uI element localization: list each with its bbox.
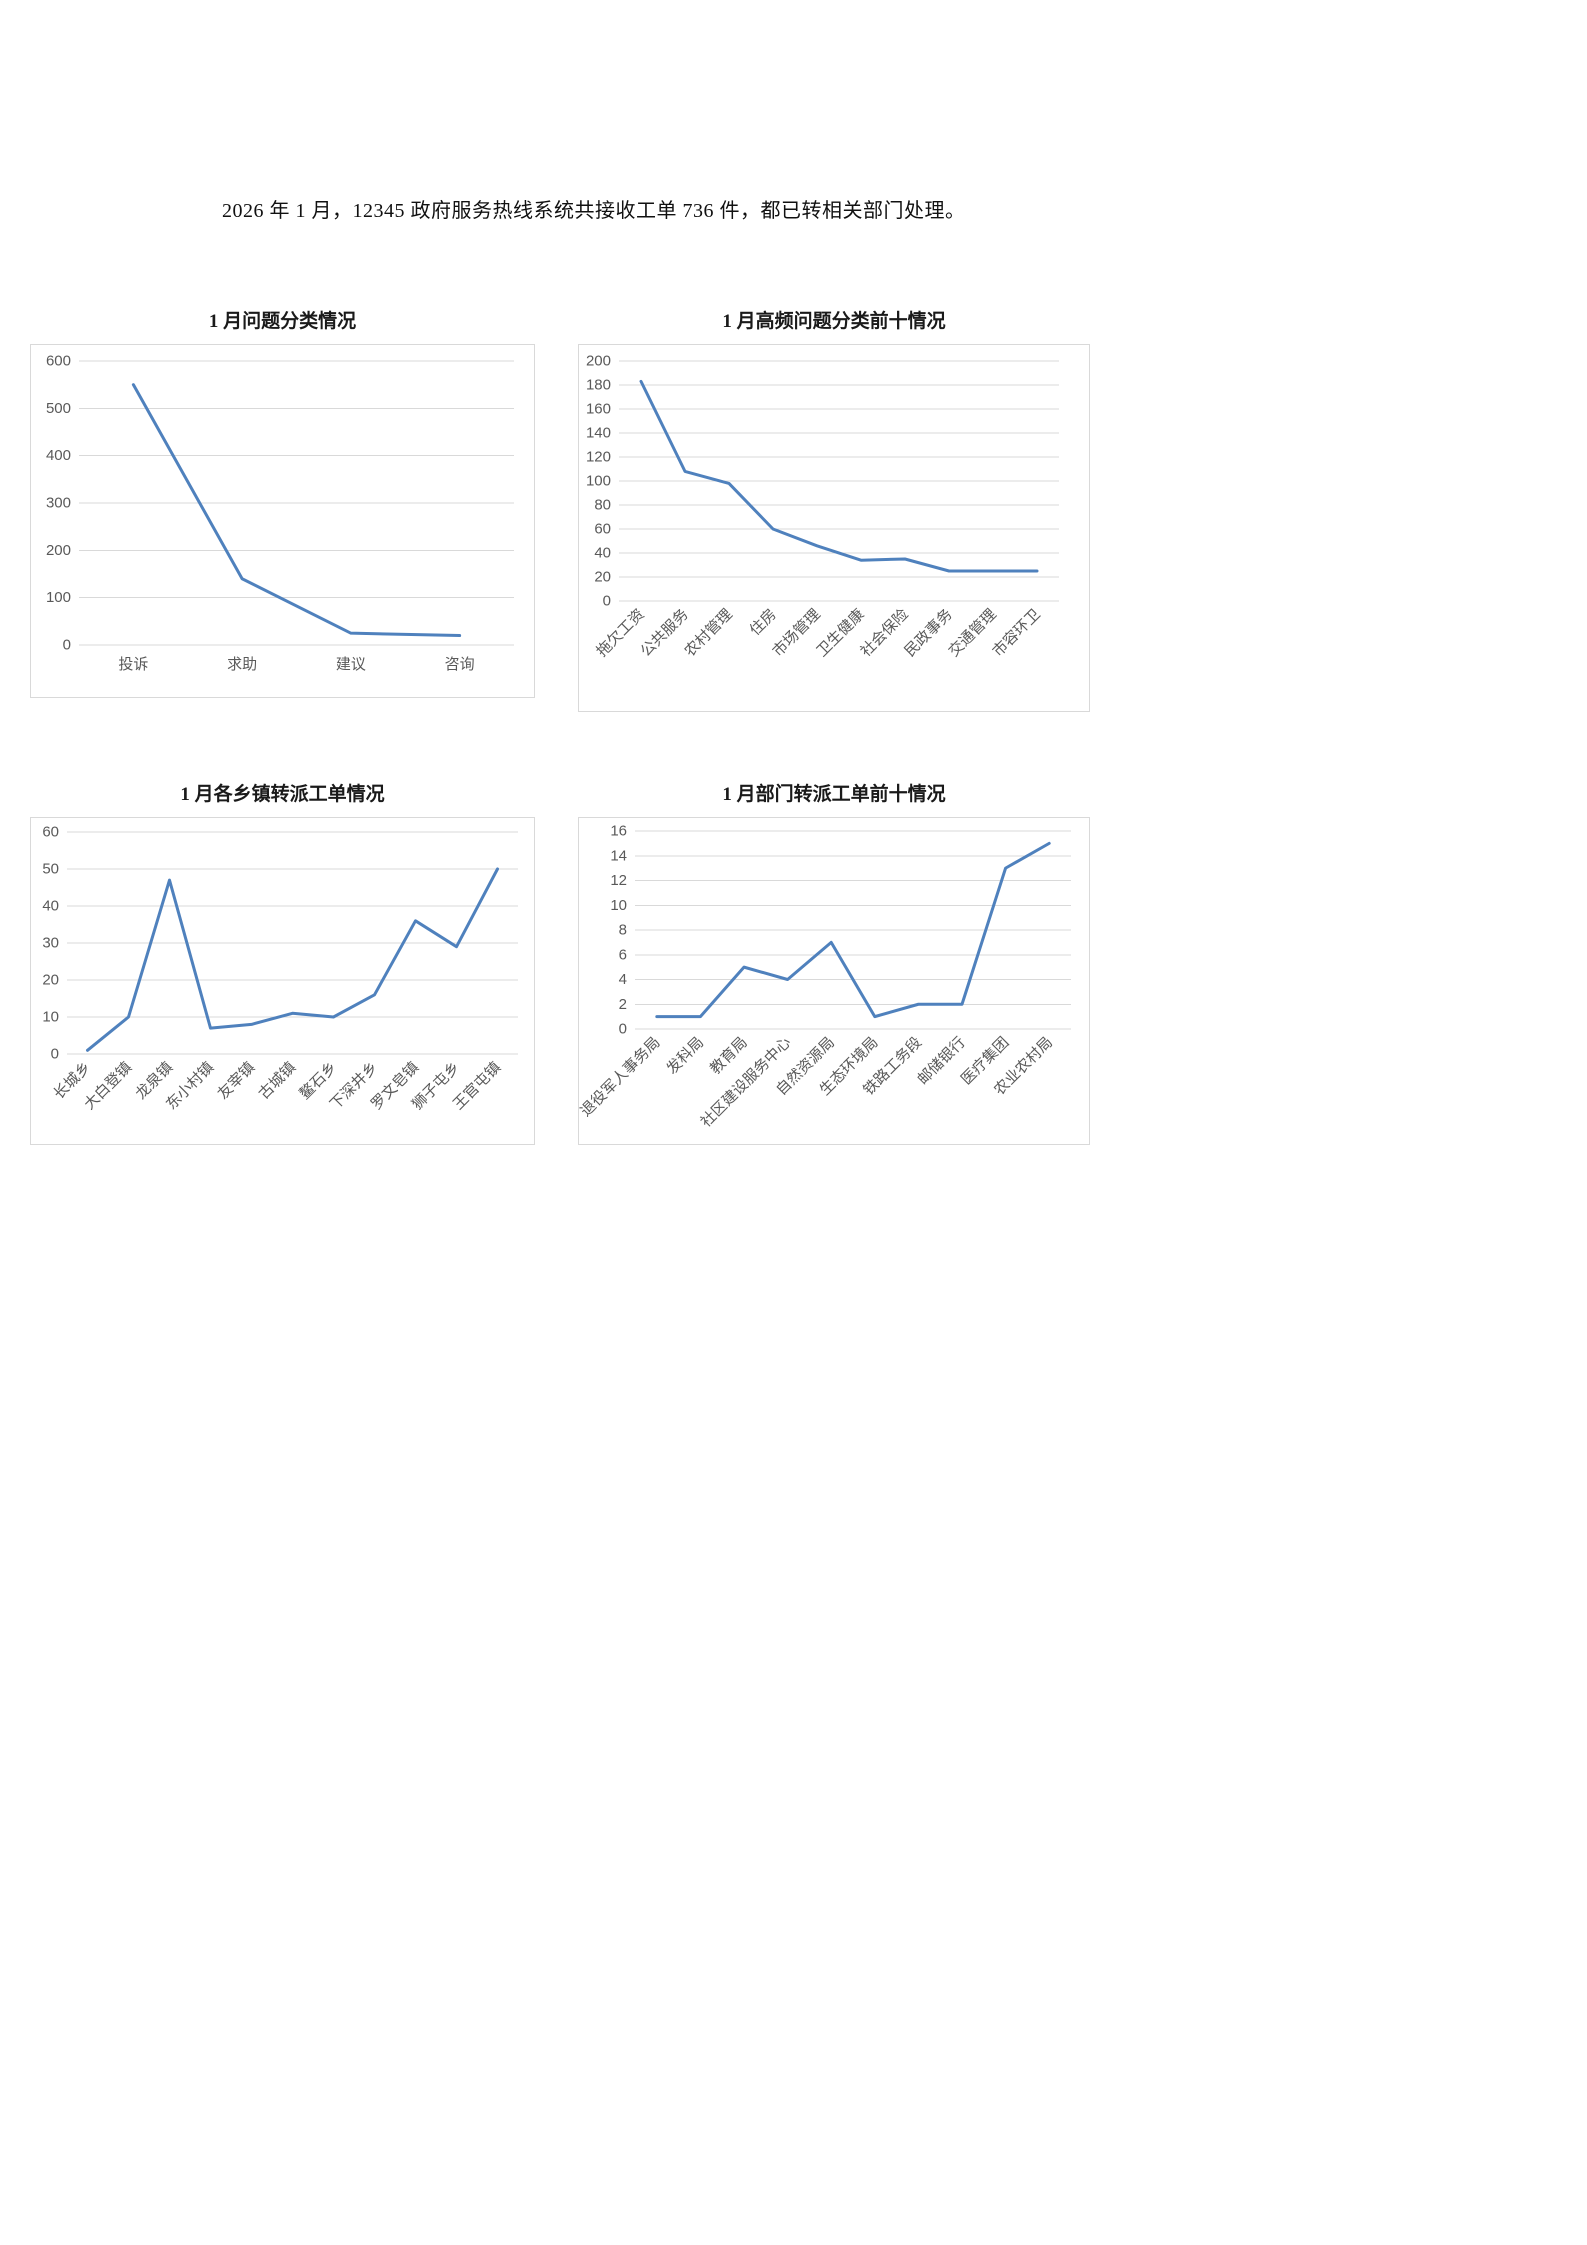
x-axis-category-label: 古城镇	[255, 1059, 299, 1103]
x-axis-category-label: 求助	[227, 656, 257, 673]
y-axis-tick-label: 0	[603, 593, 611, 610]
x-axis-category-label: 市容环卫	[989, 606, 1043, 660]
chart-township-orders: 1 月各乡镇转派工单情况 0 10 20 30 40 50 60 长城乡 大白登镇 龙泉镇 东小村镇…	[30, 783, 535, 1145]
y-axis-tick-label: 60	[594, 521, 611, 538]
chart-title: 1 月部门转派工单前十情况	[722, 784, 946, 805]
y-axis-tick-label: 50	[42, 861, 59, 878]
x-axis-category-label: 建议	[336, 656, 366, 673]
y-axis-tick-label: 160	[586, 401, 611, 418]
y-axis-tick-label: 6	[619, 946, 627, 963]
y-axis-tick-label: 40	[594, 545, 611, 562]
x-axis-category-label: 拖欠工资	[593, 606, 647, 660]
y-axis-tick-label: 100	[586, 473, 611, 490]
line-chart-canvas: 0102030405060长城乡大白登镇龙泉镇东小村镇友宰镇古城镇鳌石乡下深井乡…	[42, 824, 518, 1113]
chart-title: 1 月问题分类情况	[208, 311, 357, 332]
x-axis-category-label: 投诉	[118, 656, 148, 673]
y-axis-tick-label: 300	[46, 495, 71, 512]
x-axis-category-label: 市场管理	[769, 606, 823, 660]
y-axis-tick-label: 4	[619, 971, 627, 988]
y-axis-tick-label: 8	[619, 922, 627, 939]
x-axis-category-label: 公共服务	[637, 606, 691, 660]
y-axis-tick-label: 80	[594, 497, 611, 514]
chart-problem-categories: 1 月问题分类情况 0 100 200 300 400 500 600 投诉 求助 建议 咨询	[30, 310, 535, 698]
chart-frame: 0 10 20 30 40 50 60 长城乡 大白登镇 龙泉镇 东小村镇 友宰镇 古城镇 鳌石乡 下深井乡…	[30, 817, 535, 1145]
series-line	[655, 841, 1051, 1019]
x-axis-category-label: 交通管理	[945, 605, 1000, 660]
series-line	[86, 867, 499, 1052]
y-axis-tick-label: 120	[586, 449, 611, 466]
y-axis-tick-label: 0	[619, 1021, 627, 1038]
y-axis-tick-label: 16	[610, 823, 627, 840]
y-axis-tick-label: 2	[619, 996, 627, 1013]
y-axis-tick-label: 12	[610, 872, 627, 889]
y-axis-tick-label: 10	[42, 1009, 59, 1026]
x-axis-category-label: 农村管理	[681, 606, 735, 660]
y-axis-tick-label: 20	[594, 569, 611, 586]
chart-frame: 0 20 40 60 80 100 120 140 160 180 200 拖欠工资 公共服务 农村管理住…	[578, 344, 1090, 712]
y-axis-tick-label: 14	[610, 847, 627, 864]
chart-title: 1 月各乡镇转派工单情况	[180, 784, 385, 805]
x-axis-category-label: 住房	[747, 606, 780, 639]
y-axis-tick-label: 0	[51, 1046, 59, 1063]
y-axis-tick-label: 200	[586, 353, 611, 370]
x-axis-category-label: 退役军人事务局	[579, 1034, 664, 1120]
chart-department-orders: 1 月部门转派工单前十情况 0 2 4 6 8 10 12 14 16 退役军人事务局 发科局 教育局…	[578, 783, 1090, 1145]
y-axis-tick-label: 200	[46, 542, 71, 559]
series-line	[639, 379, 1039, 573]
line-chart-canvas: 0 20 40 60 80 100 120 140 160 180 200 拖欠工资公共服务农村管理住…	[586, 353, 1059, 660]
y-axis-tick-label: 140	[586, 425, 611, 442]
x-axis-category-label: 卫生健康	[813, 606, 867, 660]
y-axis-tick-label: 60	[42, 824, 59, 841]
y-axis-tick-label: 600	[46, 353, 71, 370]
x-axis-category-label: 民政事务	[901, 606, 955, 660]
y-axis-tick-label: 500	[46, 400, 71, 417]
x-axis-category-label: 社会保险	[857, 606, 911, 660]
chart-top10-issues: 1 月高频问题分类前十情况 0 20 40 60 80 100 120 140 160 180 20…	[578, 310, 1090, 712]
y-axis-tick-label: 20	[42, 972, 59, 989]
chart-frame: 0 2 4 6 8 10 12 14 16 退役军人事务局 发科局 教育局 社区建设服务中心 自然资源局生…	[578, 817, 1090, 1145]
y-axis-tick-label: 100	[46, 589, 71, 606]
line-chart-canvas: 0 100 200 300 400 500 600 投诉 求助 建议 咨询	[46, 353, 514, 673]
y-axis-tick-label: 40	[42, 898, 59, 915]
x-axis-category-label: 咨询	[445, 656, 475, 673]
y-axis-tick-label: 400	[46, 447, 71, 464]
x-axis-category-label: 发科局	[663, 1034, 707, 1078]
x-axis-category-label: 友宰镇	[214, 1059, 258, 1103]
chart-title: 1 月高频问题分类前十情况	[722, 311, 946, 332]
y-axis-tick-label: 10	[610, 897, 627, 914]
y-axis-tick-label: 0	[63, 637, 71, 654]
intro-text: 2026 年 1 月，12345 政府服务热线系统共接收工单 736 件，都已转…	[222, 200, 966, 222]
y-axis-tick-label: 30	[42, 935, 59, 952]
y-axis-tick-label: 180	[586, 377, 611, 394]
series-line	[131, 383, 462, 638]
chart-frame: 0 100 200 300 400 500 600 投诉 求助 建议 咨询	[30, 344, 535, 698]
